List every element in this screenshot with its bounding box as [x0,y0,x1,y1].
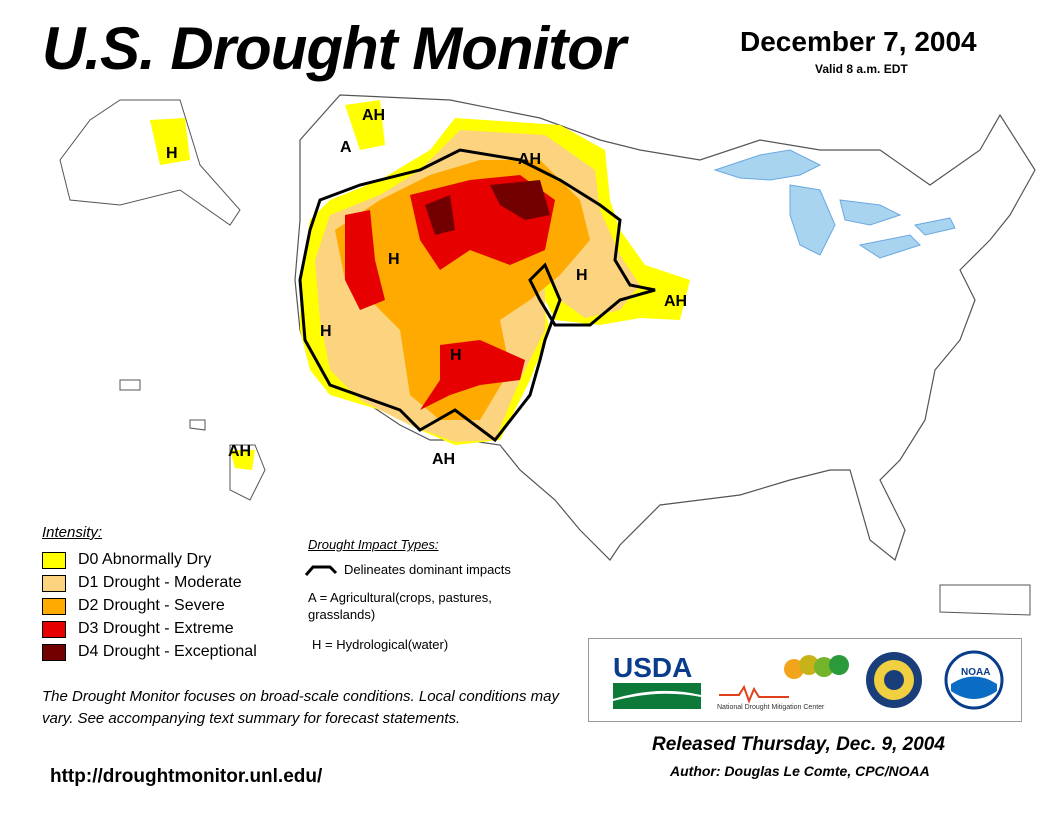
legend-label: D1 Drought - Moderate [78,574,242,591]
legend-label: D2 Drought - Severe [78,597,225,614]
legend-item: D3 Drought - Extreme [42,619,234,639]
legend-item: D1 Drought - Moderate [42,573,242,593]
impact-boundary-west [298,148,656,443]
legend-label: D3 Drought - Extreme [78,620,234,637]
legend-item: D4 Drought - Exceptional [42,642,257,662]
legend-swatch-d4 [42,643,66,661]
legend-swatch-d2 [42,597,66,615]
alaska-d0 [150,118,190,165]
noaa-logo: NOAA [944,650,1004,710]
map-label: AH [432,451,455,468]
puerto-rico [939,584,1031,616]
impact-agricultural: A = Agricultural(crops, pastures, grassl… [308,590,492,622]
map-label: AH [228,443,251,460]
alaska-outline [59,99,241,226]
hawaii-islands [119,379,266,501]
legend-swatch-d1 [42,574,66,592]
author: Author: Douglas Le Comte, CPC/NOAA [670,763,930,779]
map-label: H [320,323,332,340]
hawaii-d0 [230,450,255,470]
doc-seal-logo [866,652,922,708]
map-label: H [450,347,462,364]
usda-logo: USDA [613,652,701,709]
map-date: December 7, 2004 [740,26,977,57]
legend-swatch-d0 [42,551,66,569]
release-date: Released Thursday, Dec. 9, 2004 [652,734,945,755]
great-lakes [713,149,956,259]
map-label: AH [664,293,687,310]
partner-logos: USDA National Drought Mitigation Center … [588,638,1022,722]
page-title: U.S. Drought Monitor [42,15,626,82]
svg-text:USDA: USDA [613,652,692,683]
impact-line-icon [304,565,338,576]
map-label: A [340,139,352,156]
drought-d3 [345,175,555,410]
svg-text:NOAA: NOAA [961,667,990,678]
map-label: H [166,145,178,162]
legend-label: D0 Abnormally Dry [78,551,212,568]
drought-d4 [425,180,550,235]
map-label: H [388,251,400,268]
map-label: AH [362,107,385,124]
ndmc-logo: National Drought Mitigation Center [717,655,849,711]
valid-time: Valid 8 a.m. EDT [815,62,908,76]
impact-line-label: Delineates dominant impacts [344,562,511,577]
map-label: AH [518,151,541,168]
legend-title: Intensity: [42,524,103,541]
website-link[interactable]: http://droughtmonitor.unl.edu/ [50,766,323,787]
disclaimer-text: The Drought Monitor focuses on broad-sca… [42,688,559,727]
legend-item: D2 Drought - Severe [42,596,225,616]
svg-text:National Drought Mitigation Ce: National Drought Mitigation Center [717,704,825,711]
legend-label: D4 Drought - Exceptional [78,643,257,660]
legend-item: D0 Abnormally Dry [42,550,211,570]
legend-swatch-d3 [42,620,66,638]
impact-types-title: Drought Impact Types: [308,537,439,552]
impact-hydrological: H = Hydrological(water) [312,637,449,652]
map-label: H [576,267,588,284]
logos-svg: USDA National Drought Mitigation Center … [613,650,1004,711]
